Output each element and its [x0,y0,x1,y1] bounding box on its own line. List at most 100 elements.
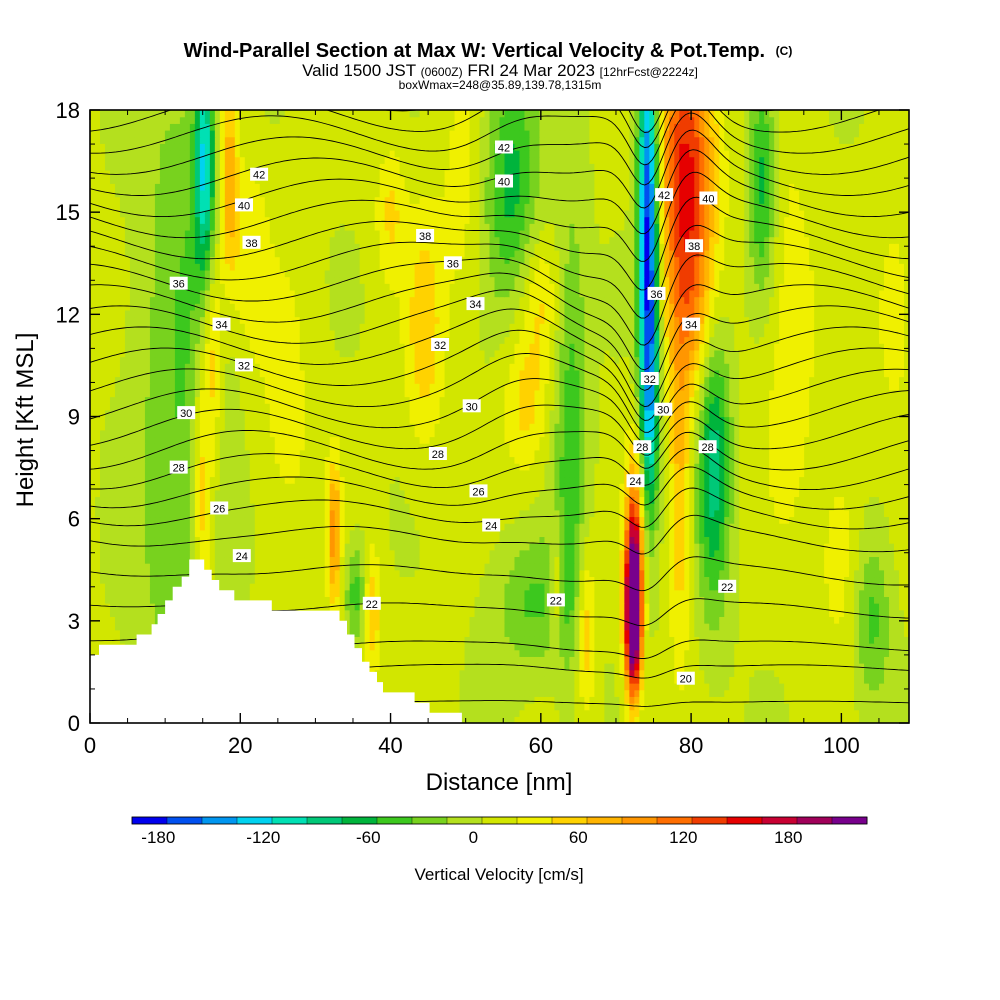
w-cell [319,589,326,597]
w-cell [719,616,725,624]
w-cell [474,716,481,723]
w-cell [409,523,416,531]
w-cell [674,523,680,531]
w-cell [279,543,286,551]
w-cell [364,576,371,584]
w-cell [644,616,650,624]
w-cell [554,576,561,584]
w-cell [549,569,556,578]
w-cell [564,529,571,538]
w-cell [314,603,321,611]
w-cell [889,643,895,651]
w-cell [604,683,610,691]
w-cell [864,669,870,677]
w-cell [839,523,845,531]
w-cell [619,683,625,691]
w-cell [824,669,830,677]
w-cell [299,543,306,551]
w-cell [389,603,396,611]
w-cell [769,536,775,544]
w-cell [504,623,511,631]
w-cell [569,609,575,617]
w-cell [139,623,146,631]
w-cell [764,589,770,597]
w-cell [614,529,620,538]
w-cell [869,709,875,717]
w-cell [529,543,536,551]
w-cell [554,523,561,531]
w-cell [134,623,141,631]
w-cell [384,556,391,564]
w-cell [854,563,860,571]
w-cell [714,669,720,677]
w-cell [169,536,176,544]
w-cell [599,716,605,723]
w-cell [779,669,785,677]
w-cell [574,689,580,697]
w-cell [379,643,386,651]
w-cell [139,609,146,617]
w-cell [194,543,201,551]
w-cell [444,603,451,611]
w-cell [689,623,695,631]
w-cell [394,623,401,631]
w-cell [734,663,740,671]
w-cell [419,656,426,664]
w-cell [454,629,461,637]
w-cell [464,663,471,671]
w-cell [859,696,865,704]
w-cell [759,703,765,711]
w-cell [494,569,501,578]
w-cell [479,703,486,711]
w-cell [729,709,735,717]
w-cell [819,589,825,597]
w-cell [384,583,391,591]
w-cell [654,683,660,691]
w-cell [374,516,381,524]
w-cell [569,616,575,624]
w-cell [479,549,486,558]
w-cell [629,576,635,584]
w-cell [724,629,730,637]
w-cell [404,516,411,524]
w-cell [554,543,561,551]
w-cell [859,603,865,611]
w-cell [264,549,271,558]
w-cell [419,669,426,677]
w-cell [674,569,680,578]
w-cell [509,636,516,644]
w-cell [389,543,396,551]
w-cell [809,543,815,551]
w-cell [419,563,426,571]
w-cell [704,603,710,611]
w-cell [319,516,326,524]
w-cell [529,716,536,723]
w-cell [359,609,366,617]
w-cell [879,556,885,564]
w-cell [829,536,835,544]
w-cell [614,576,620,584]
w-cell [764,669,770,677]
w-cell [389,676,396,684]
w-cell [649,716,655,723]
w-cell [524,589,531,597]
w-cell [539,663,546,671]
w-cell [299,529,306,538]
w-cell [639,696,645,704]
w-cell [699,596,705,604]
w-cell [594,536,600,544]
w-cell [344,536,351,544]
w-cell [359,603,366,611]
w-cell [364,549,371,558]
w-cell [774,563,780,571]
w-cell [874,696,880,704]
w-cell [849,523,855,531]
w-cell [374,529,381,538]
w-cell [774,543,780,551]
w-cell [864,689,870,697]
w-cell [819,616,825,624]
w-cell [744,536,750,544]
w-cell [569,576,575,584]
w-cell [679,523,685,531]
w-cell [799,576,805,584]
